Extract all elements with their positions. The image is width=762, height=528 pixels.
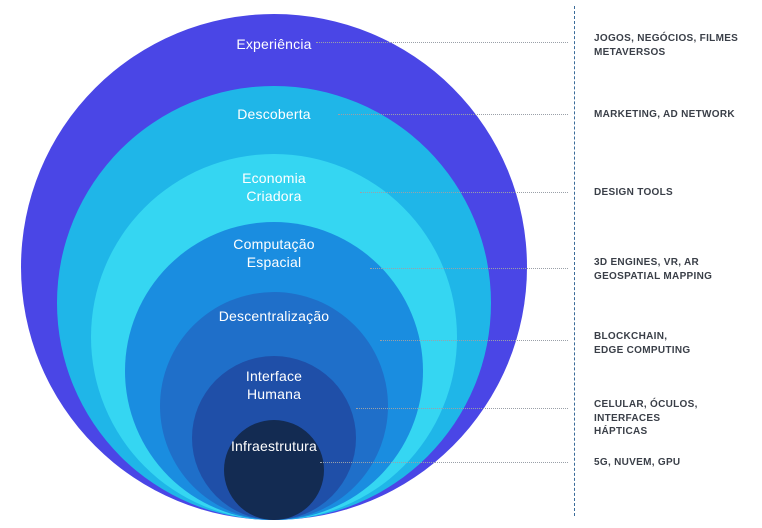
layer-circle-6: Infraestrutura: [224, 420, 324, 520]
layer-desc-2: DESIGN TOOLS: [594, 186, 673, 200]
layer-label-3: Computação Espacial: [125, 236, 423, 271]
layer-label-2: Economia Criadora: [91, 170, 457, 205]
leader-line-6: [320, 462, 568, 463]
leader-line-3: [370, 268, 568, 269]
layer-label-4: Descentralização: [160, 308, 388, 326]
layer-desc-3: 3D ENGINES, VR, AR GEOSPATIAL MAPPING: [594, 256, 712, 283]
leader-line-4: [380, 340, 568, 341]
leader-line-1: [338, 114, 568, 115]
leader-line-5: [356, 408, 568, 409]
layer-label-5: Interface Humana: [192, 368, 356, 403]
layer-label-0: Experiência: [21, 36, 527, 54]
leader-line-2: [360, 192, 568, 193]
layer-desc-4: BLOCKCHAIN, EDGE COMPUTING: [594, 330, 690, 357]
layer-desc-0: JOGOS, NEGÓCIOS, FILMES METAVERSOS: [594, 32, 738, 59]
layer-desc-6: 5G, NUVEM, GPU: [594, 456, 680, 470]
leader-line-0: [316, 42, 568, 43]
layer-desc-5: CELULAR, ÓCULOS, INTERFACES HÁPTICAS: [594, 398, 762, 439]
layer-desc-1: MARKETING, AD NETWORK: [594, 108, 735, 122]
layer-label-6: Infraestrutura: [224, 438, 324, 456]
diagram-stage: Experiência JOGOS, NEGÓCIOS, FILMES METAV…: [0, 0, 762, 528]
vertical-divider: [574, 6, 575, 516]
